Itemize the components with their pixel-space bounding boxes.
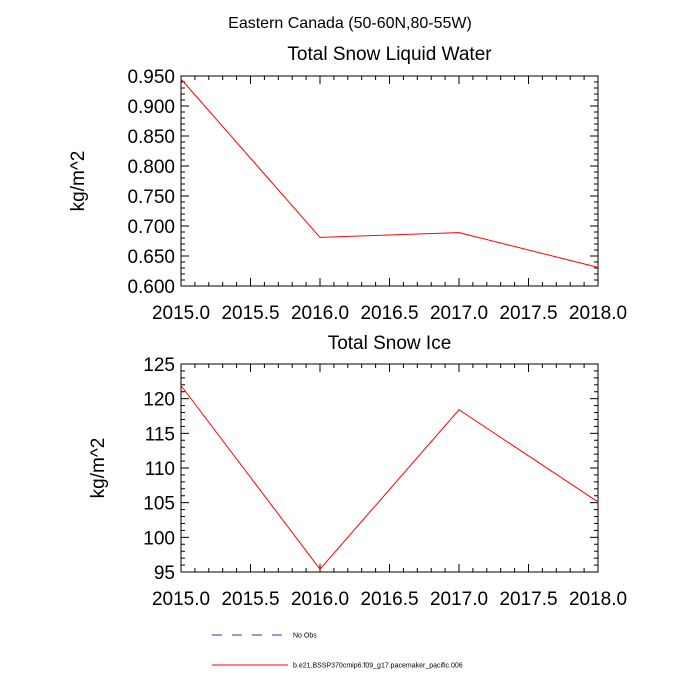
y-tick-label: 125 <box>143 355 175 376</box>
data-point <box>458 232 460 234</box>
legend-model-label: b.e21.BSSP370cmip6.f09_g17.pacemaker_pac… <box>293 663 463 670</box>
plot-frame-snow-liquid-water <box>180 75 599 287</box>
x-tick-label: 2015.0 <box>152 303 210 324</box>
panel-snow-ice: Total Snow Ice kg/m^2 2015.0 2015.5 2016.0 20… <box>88 333 627 610</box>
y-tick-label: 0.650 <box>127 247 175 268</box>
data-point <box>597 266 599 268</box>
y-axis-label-snow-liquid-water: kg/m^2 <box>68 151 89 212</box>
chart-title-snow-ice: Total Snow Ice <box>328 333 452 354</box>
x-tick-label: 2015.0 <box>152 589 210 610</box>
data-point <box>319 236 321 238</box>
data-point <box>180 384 182 387</box>
data-point <box>597 501 599 503</box>
x-tick-label: 2016.5 <box>360 589 418 610</box>
legend: No Obs b.e21.BSSP370cmip6.f09_g17.pacema… <box>212 633 463 670</box>
x-tick-label: 2018.0 <box>569 589 627 610</box>
data-point <box>180 78 182 80</box>
x-tick-label: 2017.5 <box>499 303 557 324</box>
legend-no-obs-label: No Obs <box>293 633 317 640</box>
y-tick-label: 0.950 <box>127 67 175 88</box>
x-tick-label: 2017.0 <box>430 303 488 324</box>
y-tick-label: 95 <box>154 563 175 584</box>
chart-title-snow-liquid-water: Total Snow Liquid Water <box>287 44 492 65</box>
x-tick-label: 2015.5 <box>221 589 279 610</box>
figure-title: Eastern Canada (50-60N,80-55W) <box>228 15 472 32</box>
y-tick-label: 0.700 <box>127 217 175 238</box>
x-tick-label: 2018.0 <box>569 303 627 324</box>
y-axis-label-snow-ice: kg/m^2 <box>88 438 109 499</box>
y-tick-label: 0.850 <box>127 127 175 148</box>
y-tick-label: 105 <box>143 494 175 515</box>
data-point <box>319 568 321 570</box>
x-tick-label: 2016.0 <box>291 589 349 610</box>
y-tick-label: 0.800 <box>127 157 175 178</box>
data-point <box>458 409 460 411</box>
y-tick-label: 0.900 <box>127 97 175 118</box>
y-tick-label: 120 <box>143 390 175 411</box>
x-tick-label: 2016.0 <box>291 303 349 324</box>
x-tick-label: 2015.5 <box>221 303 279 324</box>
y-tick-label: 0.750 <box>127 187 175 208</box>
y-tick-label: 0.600 <box>127 277 175 298</box>
series-line-snow-liquid-water <box>180 78 599 268</box>
y-tick-label: 110 <box>145 459 175 480</box>
x-tick-label: 2017.5 <box>499 589 557 610</box>
series-line-snow-ice <box>180 385 599 571</box>
panel-snow-liquid-water: Total Snow Liquid Water kg/m^2 2015.0 2015.… <box>68 44 627 324</box>
y-tick-label: 115 <box>145 424 175 445</box>
x-tick-label: 2016.5 <box>360 303 418 324</box>
y-tick-label: 100 <box>143 528 175 549</box>
x-tick-label: 2017.0 <box>430 589 488 610</box>
